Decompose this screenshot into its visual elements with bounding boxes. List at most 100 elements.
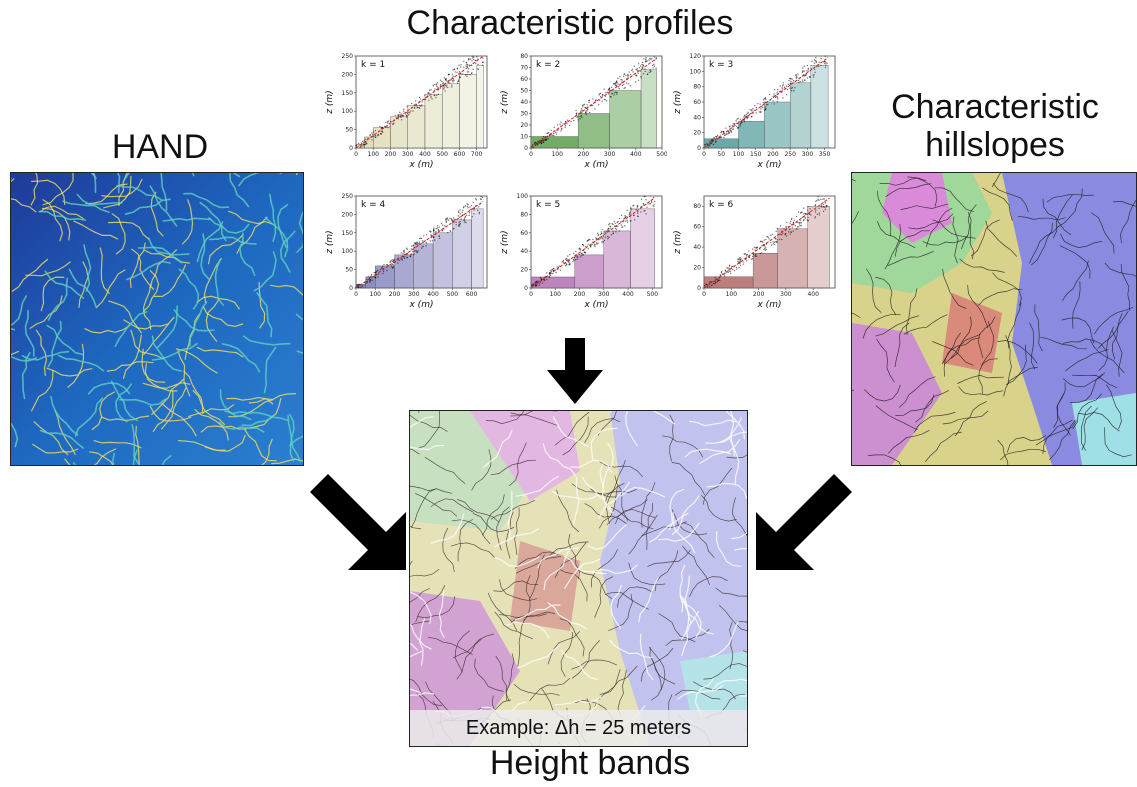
scatter-point xyxy=(792,80,795,82)
band-bar xyxy=(738,120,765,149)
scatter-point xyxy=(455,223,457,226)
scatter-point xyxy=(609,227,611,230)
scatter-point xyxy=(653,56,656,58)
drainage-line xyxy=(587,524,627,550)
y-tick-label: 80 xyxy=(520,211,528,218)
x-tick-label: 400 xyxy=(630,151,642,158)
scatter-point xyxy=(405,116,408,118)
scatter-point xyxy=(573,256,576,259)
scatter-point xyxy=(610,86,613,89)
scatter-point xyxy=(765,248,767,251)
drainage-line xyxy=(1097,311,1129,349)
drainage-line xyxy=(906,288,918,335)
scatter-point xyxy=(413,242,416,244)
scatter-point xyxy=(808,211,811,214)
scatter-point xyxy=(746,115,748,117)
drainage-line xyxy=(716,431,747,444)
x-tick-label: 100 xyxy=(733,151,745,158)
drainage-line xyxy=(517,645,560,669)
drainage-line xyxy=(118,173,128,206)
scatter-point xyxy=(546,279,548,281)
drainage-line xyxy=(715,531,742,567)
drainage-line xyxy=(646,502,654,551)
scatter-point xyxy=(629,84,632,87)
drainage-line xyxy=(410,623,432,650)
scatter-point xyxy=(745,253,747,256)
scatter-point xyxy=(586,104,588,106)
scatter-point xyxy=(737,117,739,120)
scatter-point xyxy=(461,211,463,213)
drainage-line xyxy=(84,325,131,334)
drainage-line xyxy=(175,348,218,374)
scatter-point xyxy=(561,261,563,263)
scatter-point xyxy=(620,224,623,226)
scatter-point xyxy=(631,69,633,72)
scatter-point xyxy=(592,238,594,241)
scatter-point xyxy=(782,97,784,99)
panel-label: k = 4 xyxy=(361,200,385,210)
drainage-line xyxy=(1062,338,1107,351)
scatter-point xyxy=(791,78,793,80)
scatter-point xyxy=(367,275,370,278)
scatter-point xyxy=(425,245,427,247)
scatter-point xyxy=(421,247,423,249)
y-tick-label: 60 xyxy=(520,76,528,83)
scatter-point xyxy=(614,91,616,94)
drainage-line xyxy=(277,204,289,249)
drainage-line xyxy=(419,618,426,666)
drainage-line xyxy=(95,269,126,308)
x-tick-label: 200 xyxy=(578,151,590,158)
drainage-line xyxy=(450,542,495,558)
scatter-point xyxy=(401,258,403,260)
drainage-line xyxy=(103,175,132,209)
scatter-point xyxy=(716,134,719,137)
scatter-point xyxy=(761,105,763,108)
scatter-point xyxy=(458,223,460,226)
drainage-line xyxy=(416,411,440,450)
drainage-line xyxy=(239,232,256,276)
drainage-line xyxy=(967,212,974,260)
scatter-point xyxy=(777,98,779,100)
drainage-line xyxy=(982,187,1013,222)
drainage-line xyxy=(961,204,977,250)
scatter-point xyxy=(450,218,452,220)
scatter-point xyxy=(774,238,777,240)
drainage-line xyxy=(599,463,612,510)
scatter-point xyxy=(482,57,484,59)
drainage-line xyxy=(196,346,244,358)
scatter-point xyxy=(415,249,417,252)
scatter-point xyxy=(382,270,385,273)
scatter-point xyxy=(653,65,656,67)
drainage-line xyxy=(438,590,445,638)
drainage-line xyxy=(516,556,562,574)
drainage-line xyxy=(494,611,534,640)
scatter-point xyxy=(707,146,709,149)
drainage-line xyxy=(271,458,303,465)
scatter-point xyxy=(457,210,460,212)
scatter-point xyxy=(728,268,730,270)
scatter-point xyxy=(736,268,738,270)
drainage-line xyxy=(62,200,110,213)
scatter-point xyxy=(594,243,596,246)
scatter-point xyxy=(421,101,423,103)
scatter-point xyxy=(398,259,400,262)
scatter-point xyxy=(768,238,770,240)
scatter-point xyxy=(454,71,456,73)
drainage-line xyxy=(952,216,959,264)
drainage-line xyxy=(672,512,696,554)
scatter-point xyxy=(779,85,782,87)
scatter-point xyxy=(635,208,637,211)
scatter-point xyxy=(606,231,608,233)
scatter-point xyxy=(594,99,597,102)
scatter-point xyxy=(405,247,408,249)
scatter-point xyxy=(721,270,723,273)
drainage-line xyxy=(116,173,121,194)
scatter-point xyxy=(443,77,446,79)
scatter-point xyxy=(424,98,427,101)
drainage-line xyxy=(1078,412,1120,432)
scatter-point xyxy=(627,73,629,76)
scatter-point xyxy=(617,225,619,227)
scatter-point xyxy=(452,228,455,230)
drainage-line xyxy=(729,438,740,486)
